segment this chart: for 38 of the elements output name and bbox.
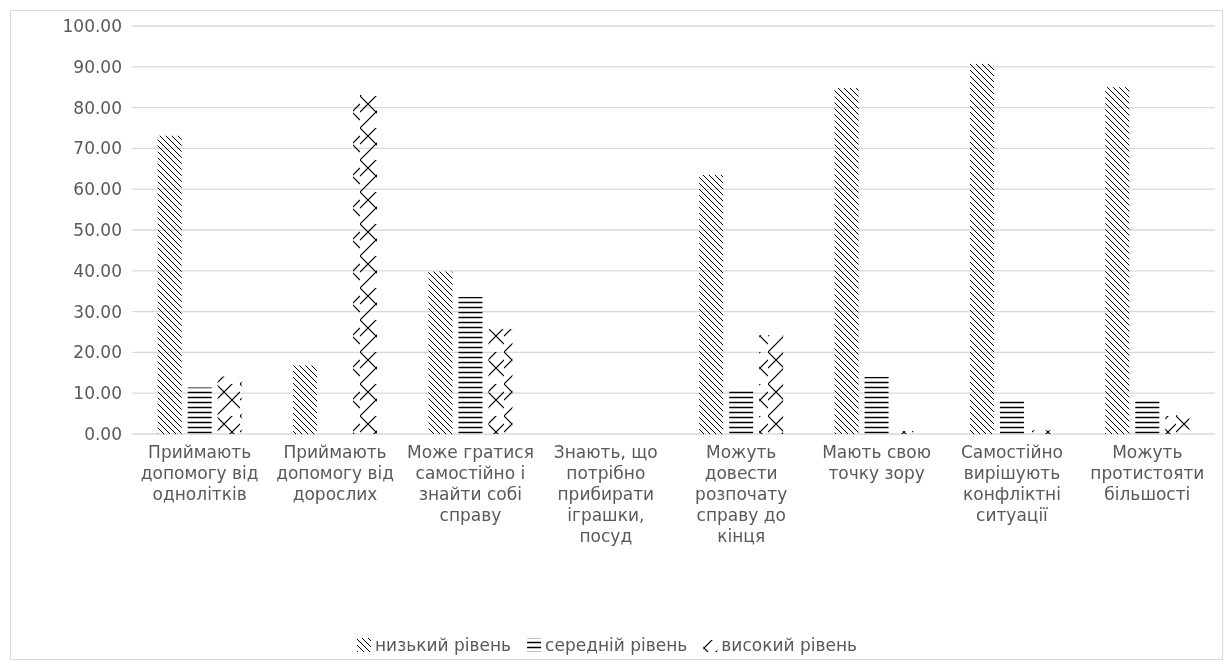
bar [157, 135, 182, 434]
y-tick-label: 30.00 [73, 301, 122, 322]
x-tick-label: Можуть протистояти більшості [1090, 442, 1205, 504]
bar [293, 365, 318, 434]
bar [1029, 430, 1054, 434]
bar [1165, 415, 1190, 434]
bar [729, 389, 754, 434]
bar [699, 174, 724, 434]
x-tick-label: Приймають допомогу від дорослих [276, 442, 394, 504]
y-tick-label: 100.00 [62, 15, 122, 36]
bar [187, 387, 212, 434]
x-tick-label: Може гратися самостійно і знайти собі справу [406, 442, 534, 525]
bar [217, 376, 242, 434]
bar [1105, 87, 1130, 434]
bar [458, 296, 483, 434]
bar [999, 400, 1024, 434]
bar [834, 88, 859, 434]
y-tick-label: 90.00 [73, 56, 122, 77]
y-tick-label: 60.00 [73, 179, 122, 200]
y-tick-label: 20.00 [73, 342, 122, 363]
bar [1135, 400, 1160, 434]
y-tick-label: 80.00 [73, 97, 122, 118]
x-tick-label: Мають свою точку зору [822, 442, 931, 483]
legend-label: середній рівень [545, 634, 688, 655]
bar [428, 271, 453, 434]
x-tick-label: Знають, що потрібно прибирати іграшки, посуд [553, 442, 658, 546]
legend-label: низький рівень [374, 634, 512, 655]
bar [969, 63, 994, 434]
y-tick-label: 50.00 [73, 219, 122, 240]
x-tick-label: Самостійно вирішують конфліктні ситуації [960, 442, 1063, 525]
x-tick-label: Можуть довести розпочату справу до кінця [695, 442, 788, 546]
legend-label: високий рівень [721, 634, 858, 655]
y-tick-label: 70.00 [73, 138, 122, 159]
y-tick-label: 40.00 [73, 260, 122, 281]
x-tick-label: Приймають допомогу від однолітків [140, 442, 259, 504]
y-tick-label: 10.00 [73, 383, 122, 404]
y-tick-label: 0.00 [84, 423, 122, 444]
bar [864, 376, 889, 434]
